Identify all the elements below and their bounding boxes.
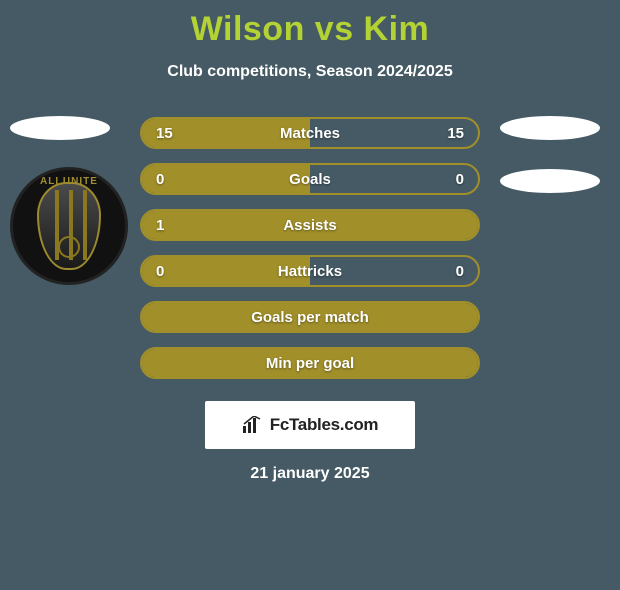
club-badge: ALI UNITE bbox=[10, 167, 128, 285]
watermark-text: FcTables.com bbox=[270, 415, 379, 435]
badge-shield bbox=[37, 182, 101, 270]
stat-right-value: 0 bbox=[456, 171, 464, 188]
stat-label: Hattricks bbox=[278, 263, 342, 280]
stat-label: Goals bbox=[289, 171, 331, 188]
date-label: 21 january 2025 bbox=[0, 465, 620, 483]
stat-left-value: 1 bbox=[156, 217, 164, 234]
stat-left-value: 0 bbox=[156, 171, 164, 188]
stat-left-value: 15 bbox=[156, 125, 173, 142]
stat-left-value: 0 bbox=[156, 263, 164, 280]
player-oval-right-1 bbox=[500, 116, 600, 140]
watermark: FcTables.com bbox=[205, 401, 415, 449]
player-oval-left-1 bbox=[10, 116, 110, 140]
comparison-panel: ALI UNITE 15 Matches 15 0 Goals 0 1 Assists 0 Hat… bbox=[0, 117, 620, 483]
stat-label: Goals per match bbox=[251, 309, 369, 326]
page-title: Wilson vs Kim bbox=[0, 10, 620, 49]
stat-bar: 1 Assists bbox=[140, 209, 480, 241]
stat-bar-fill bbox=[142, 165, 310, 193]
stat-bar: 15 Matches 15 bbox=[140, 117, 480, 149]
stat-right-value: 0 bbox=[456, 263, 464, 280]
stat-right-value: 15 bbox=[447, 125, 464, 142]
stat-bar: Goals per match bbox=[140, 301, 480, 333]
stat-bar: 0 Hattricks 0 bbox=[140, 255, 480, 287]
stat-bars: 15 Matches 15 0 Goals 0 1 Assists 0 Hattricks 0 Goa… bbox=[140, 117, 480, 379]
stat-label: Matches bbox=[280, 125, 340, 142]
chart-icon bbox=[242, 416, 264, 434]
subtitle: Club competitions, Season 2024/2025 bbox=[0, 63, 620, 81]
stat-label: Assists bbox=[283, 217, 336, 234]
stat-bar: 0 Goals 0 bbox=[140, 163, 480, 195]
stat-bar: Min per goal bbox=[140, 347, 480, 379]
player-oval-right-2 bbox=[500, 169, 600, 193]
stat-label: Min per goal bbox=[266, 355, 354, 372]
badge-ball bbox=[58, 236, 80, 258]
badge-stripe bbox=[83, 190, 87, 260]
